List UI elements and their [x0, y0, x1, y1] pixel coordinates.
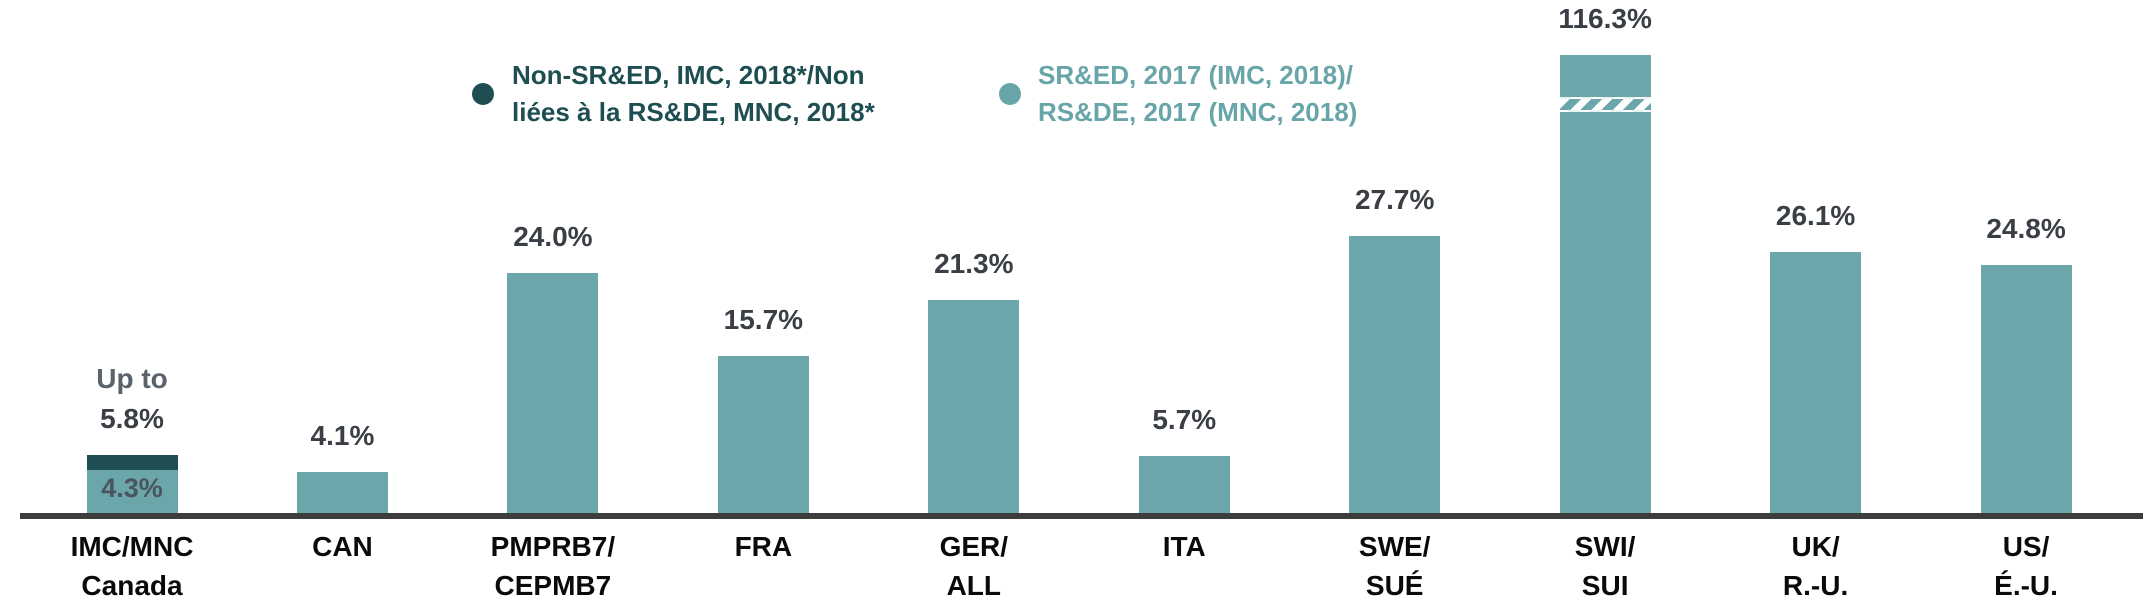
value-label-line: 24.8% [1986, 213, 2066, 244]
x-tick-line: R.-U. [1782, 570, 1849, 601]
x-tick-line: IMC/MNC [70, 531, 194, 562]
bar-group: Up to 5.8% 4.3% IMC/MNC Canada [22, 0, 242, 607]
value-label-line: 27.7% [1354, 184, 1435, 215]
value-label-line: 26.1% [1775, 200, 1856, 231]
bar-value-label: 5.7% [1074, 400, 1294, 440]
bar-value-label: 26.1% [1706, 196, 1926, 236]
bar-segment-dark [86, 455, 178, 470]
x-tick-line: GER/ [939, 531, 1009, 562]
bar-1: 4.3% [86, 455, 178, 513]
x-tick-line: SWI/ [1574, 531, 1636, 562]
bar-value-label: 27.7% [1285, 180, 1505, 220]
bar-group: 26.1% UK/R.-U. [1706, 0, 1926, 607]
bar-group: 116.3% SWI/SUI [1495, 0, 1715, 607]
value-label-line: Up to [96, 363, 168, 394]
bar-group: 15.7% FRA [653, 0, 873, 607]
axis-break-icon [1559, 97, 1651, 112]
bar-5 [928, 300, 1020, 513]
x-tick-line: PMPRB7/ [490, 531, 616, 562]
bar-4 [717, 356, 809, 513]
x-tick-label: SWE/SUÉ [1285, 527, 1505, 605]
x-tick-line: FRA [734, 531, 793, 562]
bar-value-label: 15.7% [653, 300, 873, 340]
x-tick-line: CAN [312, 531, 373, 562]
legend-label-line: Non-SR&ED, IMC, 2018*/Non [512, 60, 865, 90]
x-tick-line: US/ [2002, 531, 2050, 562]
value-label-line: 15.7% [723, 304, 804, 335]
x-axis-line [20, 513, 2143, 519]
value-label-line: 21.3% [934, 248, 1014, 279]
legend-label-line: liées à la RS&DE, MNC, 2018* [512, 97, 875, 127]
x-tick-label: US/É.-U. [1916, 527, 2136, 605]
legend-label-line: RS&DE, 2017 (MNC, 2018) [1038, 97, 1358, 127]
x-tick-line: ITA [1162, 531, 1206, 562]
legend-marker-dark-icon [472, 83, 494, 105]
x-tick-label: PMPRB7/CEPMB7 [443, 527, 663, 605]
x-tick-line: ALL [946, 570, 1002, 601]
x-tick-label: CAN [232, 527, 452, 566]
x-tick-label: FRA [653, 527, 873, 566]
x-tick-label: ITA [1074, 527, 1294, 566]
x-tick-line: SUÉ [1365, 570, 1424, 601]
legend-label-line: SR&ED, 2017 (IMC, 2018)/ [1038, 60, 1354, 90]
bar-9 [1770, 252, 1862, 513]
x-tick-label: GER/ALL [864, 527, 1084, 605]
bar-value-label: 116.3% [1495, 0, 1715, 39]
bar-10 [1980, 265, 2072, 513]
x-tick-label: IMC/MNC Canada [22, 527, 242, 605]
x-tick-line: É.-U. [1994, 570, 2058, 601]
bar-value-label: 24.8% [1916, 209, 2136, 249]
legend-marker-light-icon [999, 83, 1021, 105]
value-label-line: 5.7% [1152, 404, 1217, 435]
value-label-line: 5.8% [100, 403, 164, 434]
x-tick-label: SWI/SUI [1495, 527, 1715, 605]
value-label-line: 4.1% [310, 420, 375, 451]
x-tick-line: UK/ [1791, 531, 1840, 562]
bar-value-label: 4.1% [232, 416, 452, 456]
x-tick-label: UK/R.-U. [1706, 527, 1926, 605]
legend-label-non-sred: Non-SR&ED, IMC, 2018*/Non liées à la RS&… [512, 57, 875, 131]
bar-value-label: 21.3% [864, 244, 1084, 284]
bar-8 [1559, 55, 1651, 513]
x-tick-line: CEPMB7 [494, 570, 612, 601]
bar-group: 24.8% US/É.-U. [1916, 0, 2136, 607]
value-label-line: 24.0% [513, 221, 593, 252]
bar-value-label: 24.0% [443, 217, 663, 257]
bar-3 [507, 273, 599, 513]
bar-7 [1349, 236, 1441, 513]
bar-group: 24.0% PMPRB7/CEPMB7 [443, 0, 663, 607]
bar-6 [1138, 456, 1230, 513]
legend-label-sred: SR&ED, 2017 (IMC, 2018)/ RS&DE, 2017 (MN… [1038, 57, 1357, 131]
bar-group: 27.7% SWE/SUÉ [1285, 0, 1505, 607]
bar-group: 4.1% CAN [232, 0, 452, 607]
x-tick-line: Canada [81, 570, 183, 601]
bar-2 [296, 472, 388, 513]
bar-group: 21.3% GER/ALL [864, 0, 1084, 607]
bar-inner-label: 4.3% [101, 473, 163, 503]
x-tick-line: SUI [1581, 570, 1629, 601]
bar-group: 5.7% ITA [1074, 0, 1294, 607]
value-label-line: 116.3% [1558, 3, 1652, 34]
bar-value-label: Up to 5.8% [22, 359, 242, 439]
x-tick-line: SWE/ [1358, 531, 1431, 562]
